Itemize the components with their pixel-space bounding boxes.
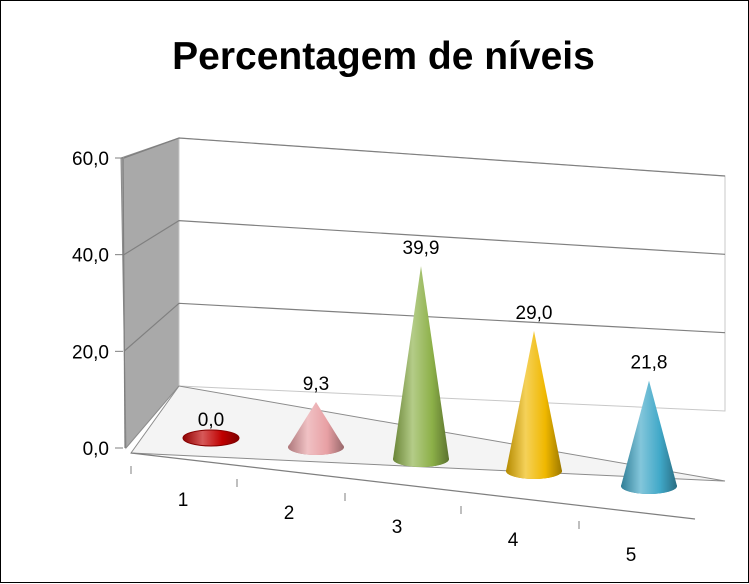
gridline xyxy=(123,220,726,256)
y-axis-line xyxy=(122,157,126,449)
x-axis: 1 2 3 4 5 xyxy=(130,452,696,566)
x-tick-label: 4 xyxy=(508,530,519,551)
data-label-5: 21,8 xyxy=(631,353,668,374)
cone-4 xyxy=(506,330,562,479)
cone-1 xyxy=(182,429,240,447)
x-axis-line xyxy=(130,452,696,520)
gridline xyxy=(123,302,726,352)
cone-series xyxy=(182,266,677,494)
y-tick-label: 60,0 xyxy=(72,149,109,170)
x-tick-label: 1 xyxy=(178,490,189,511)
x-tick-label: 5 xyxy=(626,545,637,566)
gridline xyxy=(123,137,726,177)
gridlines xyxy=(123,137,726,352)
data-labels: 0,0 9,3 39,9 29,0 21,8 xyxy=(198,238,668,431)
x-tick-label: 2 xyxy=(284,503,295,524)
data-label-2: 9,3 xyxy=(303,374,329,395)
y-axis: 0,0 20,0 40,0 60,0 xyxy=(72,149,126,460)
data-label-3: 39,9 xyxy=(403,238,440,259)
x-tick-label: 3 xyxy=(392,517,403,538)
cone-3 xyxy=(393,266,449,467)
data-label-1: 0,0 xyxy=(198,410,224,431)
cone-5 xyxy=(621,380,677,494)
cone-2 xyxy=(288,402,344,455)
y-tick-label: 20,0 xyxy=(72,342,109,363)
data-label-4: 29,0 xyxy=(516,303,553,324)
y-tick-label: 0,0 xyxy=(83,439,109,460)
chart-title: Percentagem de níveis xyxy=(172,35,595,78)
y-tick-label: 40,0 xyxy=(72,246,109,267)
